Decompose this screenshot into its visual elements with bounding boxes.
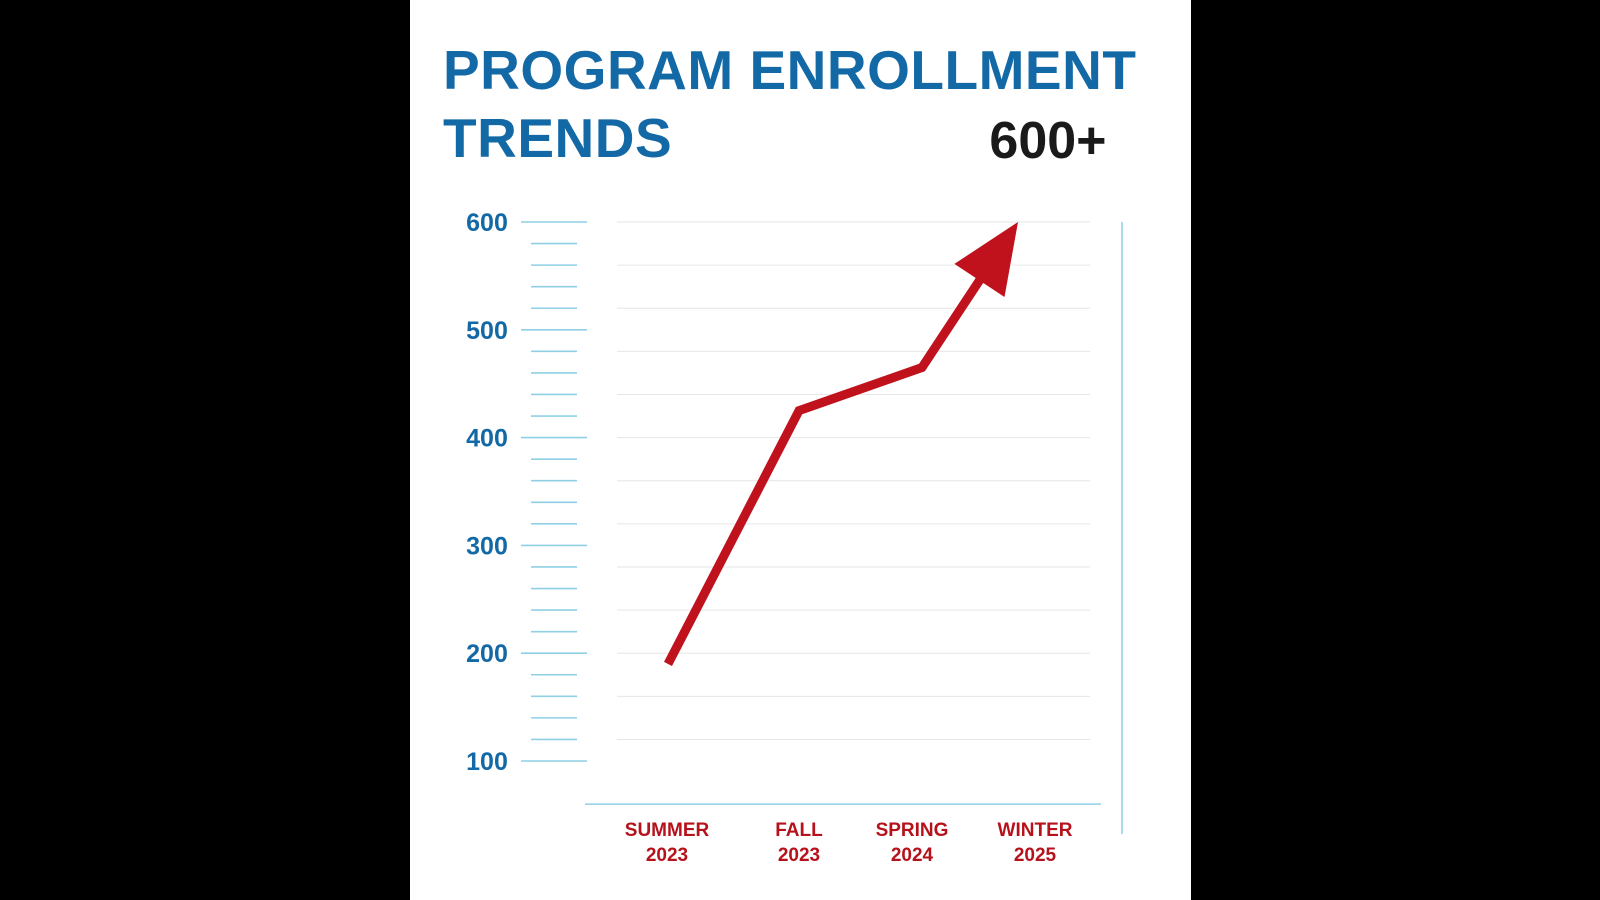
x-category-label-line: 2023 (646, 845, 688, 866)
x-category-label: FALL 2023 (775, 820, 823, 866)
end-annotation: 600+ (989, 112, 1106, 170)
x-category-label: SPRING 2024 (876, 820, 949, 866)
y-tick-label: 500 (466, 317, 508, 345)
y-tick-label: 300 (466, 532, 508, 560)
x-category-label-line: WINTER (998, 820, 1073, 841)
x-category-label-line: 2024 (891, 845, 934, 866)
y-tick-label: 200 (466, 640, 508, 668)
series-line (664, 271, 988, 667)
y-tick-label: 600 (466, 209, 508, 237)
axis-labels: 100 200 300 400 500 600 SUMMER 2023 FALL 2023 SPRI… (466, 209, 1073, 866)
y-tick-label: 100 (466, 748, 508, 776)
chart-title-line-1: PROGRAM ENROLLMENT (443, 39, 1137, 101)
x-category-label-line: SUMMER (625, 820, 710, 841)
x-category-label-line: 2025 (1014, 845, 1057, 866)
chart-panel (410, 0, 1191, 900)
grid-lines (617, 221, 1090, 740)
chart-title: PROGRAM ENROLLMENT TRENDS (443, 36, 1136, 172)
axes (585, 222, 1123, 834)
y-scale-ticks (521, 221, 587, 762)
x-category-label-line: FALL (775, 820, 823, 841)
x-category-label: WINTER 2025 (998, 820, 1073, 866)
x-category-label-line: 2023 (778, 845, 820, 866)
series-layer: 600+ (664, 112, 1107, 667)
y-tick-label: 400 (466, 425, 508, 453)
x-category-label: SUMMER 2023 (625, 820, 710, 866)
chart-title-line-2: TRENDS (443, 107, 673, 169)
x-category-label-line: SPRING (876, 820, 949, 841)
arrow-head (954, 222, 1018, 297)
